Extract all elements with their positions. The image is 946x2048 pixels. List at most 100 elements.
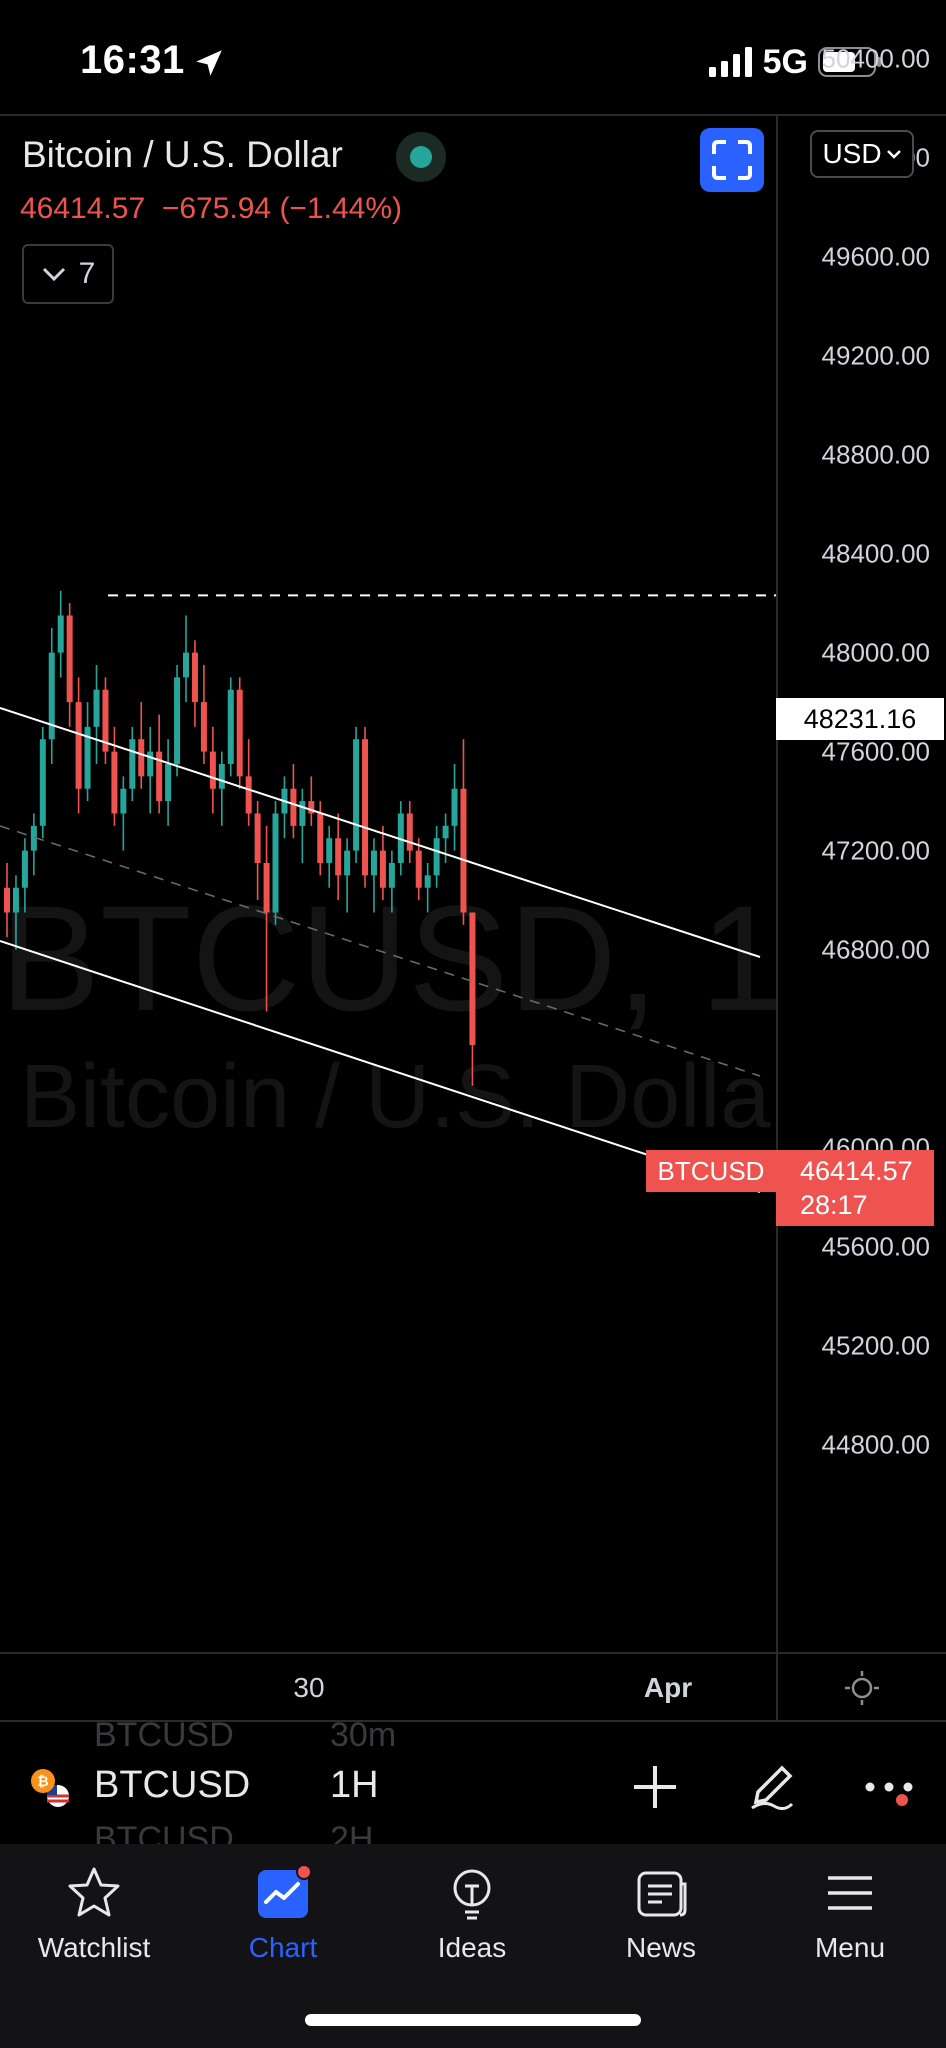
- candle: [263, 825, 270, 1012]
- tab-news-label: News: [625, 1932, 696, 1963]
- network-type: 5G: [762, 42, 808, 81]
- price-axis-label: 44800.00: [821, 1429, 930, 1460]
- status-indicators: 5G: [708, 42, 882, 81]
- status-time: 16:31: [80, 38, 185, 82]
- tab-menu[interactable]: Menu: [775, 1864, 925, 1964]
- time-label-apr: Apr: [643, 1672, 693, 1703]
- candle: [165, 739, 172, 826]
- candlestick-series: [0, 590, 776, 1193]
- horizontal-line-price-label[interactable]: 48231.16: [776, 698, 944, 740]
- currency-selector[interactable]: USD: [810, 130, 914, 178]
- ghost-next-symbol: BTCUSD: [94, 1820, 234, 1844]
- candle: [191, 640, 198, 727]
- currency-label: USD: [822, 138, 882, 169]
- candle: [93, 664, 100, 764]
- price-axis-label: 47200.00: [821, 835, 930, 866]
- candle: [39, 726, 46, 839]
- fullscreen-icon: [712, 140, 752, 180]
- candle: [102, 677, 109, 764]
- interval-selector[interactable]: 1H: [330, 1764, 379, 1806]
- candle: [335, 813, 342, 901]
- chart-icon: [258, 1864, 312, 1918]
- chart-watermark-name: Bitcoin / U.S. Dollar: [20, 1047, 776, 1147]
- candle: [379, 825, 386, 901]
- location-arrow-icon: [196, 50, 222, 76]
- candle: [12, 875, 19, 950]
- candle: [281, 776, 288, 839]
- symbol-title[interactable]: Bitcoin / U.S. Dollar: [22, 134, 343, 175]
- candle: [147, 726, 154, 814]
- candle: [326, 825, 333, 888]
- candle: [415, 838, 422, 901]
- candle: [245, 739, 252, 826]
- battery-icon: [818, 47, 881, 77]
- top-divider: [0, 114, 946, 116]
- candle: [120, 776, 127, 851]
- chart-settings-icon[interactable]: [844, 1670, 880, 1706]
- symbol-selector[interactable]: BTCUSD: [94, 1764, 251, 1806]
- candle: [21, 838, 28, 913]
- chart-watermark-symbol: BTCUSD, 1h: [0, 874, 776, 1042]
- indicators-toggle-button[interactable]: 7: [22, 244, 114, 304]
- price-axis-label: 49200.00: [821, 340, 930, 371]
- lightbulb-icon: [453, 1869, 491, 1920]
- candle: [209, 726, 216, 814]
- candle: [156, 714, 163, 814]
- axis-divider: [776, 1654, 778, 1722]
- candle: [236, 677, 243, 789]
- tab-news[interactable]: News: [586, 1864, 736, 1964]
- price-axis-label: 45200.00: [821, 1330, 930, 1361]
- price-change-line: 46414.57 −675.94 (−1.44%): [20, 192, 402, 226]
- price-axis-label: 48000.00: [821, 637, 930, 668]
- candle: [290, 763, 297, 839]
- chevron-down-icon: [886, 150, 901, 159]
- candle: [388, 850, 395, 913]
- candle: [469, 912, 476, 1086]
- candle: [406, 801, 413, 863]
- candle: [227, 677, 234, 777]
- tab-menu-label: Menu: [814, 1932, 886, 1963]
- price-axis[interactable]: 50400.0050000.0049600.0049200.0048800.00…: [776, 43, 946, 1652]
- last-price: 46414.57: [20, 192, 146, 225]
- signal-icon: [708, 47, 752, 77]
- star-icon: [68, 1867, 120, 1917]
- candle: [433, 825, 440, 888]
- candle: [344, 838, 351, 913]
- candle: [397, 801, 404, 876]
- tab-chart[interactable]: Chart: [208, 1864, 358, 1964]
- drawing-pencil-icon[interactable]: [744, 1760, 798, 1814]
- candle: [138, 702, 145, 789]
- candle: [370, 838, 377, 913]
- candle: [57, 590, 64, 678]
- candle: [424, 862, 431, 913]
- tab-watchlist[interactable]: Watchlist: [19, 1864, 169, 1964]
- tab-watchlist-label: Watchlist: [37, 1932, 151, 1963]
- price-axis-label: 50400.00: [821, 43, 930, 74]
- add-plus-icon[interactable]: [628, 1760, 682, 1814]
- more-dots-icon[interactable]: [862, 1760, 916, 1814]
- candle: [111, 726, 118, 826]
- price-axis-label: 46800.00: [821, 934, 930, 965]
- price-axis-label: 48400.00: [821, 538, 930, 569]
- channel-upper-line[interactable]: [0, 707, 761, 958]
- channel-lower-line[interactable]: [0, 940, 761, 1193]
- candle: [254, 801, 261, 901]
- indicators-count: 7: [78, 257, 96, 290]
- newspaper-icon: [637, 1871, 687, 1917]
- tab-ideas[interactable]: Ideas: [397, 1864, 547, 1964]
- time-axis[interactable]: 30 Apr: [0, 1652, 946, 1722]
- chart-plot-area[interactable]: BTCUSD, 1h Bitcoin / U.S. Dollar: [0, 116, 776, 1652]
- svg-text:₿: ₿: [37, 1774, 48, 1790]
- bitcoin-usd-icon: ₿: [31, 1769, 69, 1807]
- candle: [174, 664, 181, 777]
- candle: [4, 862, 10, 938]
- price-axis-label: 47600.00: [821, 736, 930, 767]
- ghost-prev-interval: 30m: [330, 1722, 397, 1754]
- chevron-down-icon: [42, 267, 65, 282]
- candle: [353, 726, 360, 863]
- candle: [129, 726, 136, 802]
- last-price-symbol-tag: BTCUSD: [646, 1150, 776, 1192]
- fullscreen-button[interactable]: [700, 128, 764, 192]
- price-change-percent: (−1.44%): [279, 192, 403, 225]
- price-axis-label: 49600.00: [821, 241, 930, 272]
